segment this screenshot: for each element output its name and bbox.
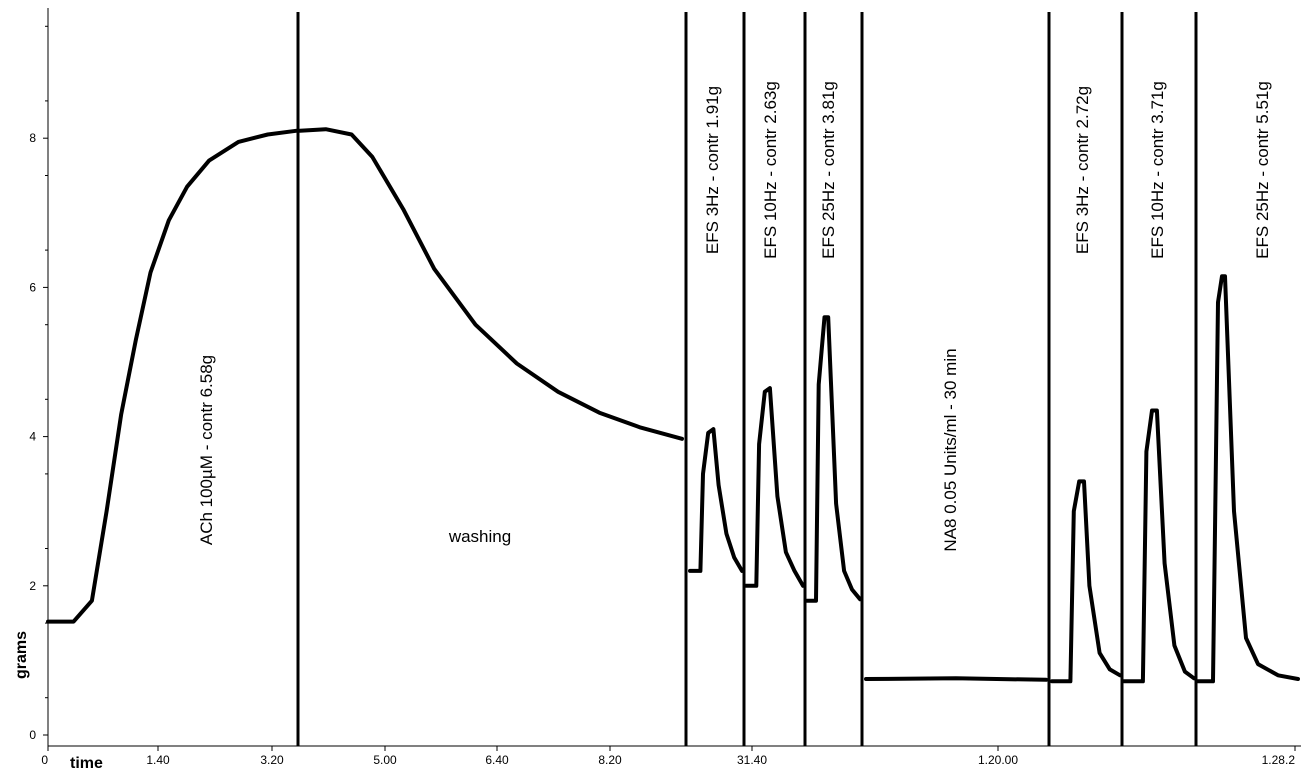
trace-segment-8 [1122,408,1196,684]
x-tick-label: 8.20 [598,753,622,767]
trace-segment-6 [864,676,1048,682]
trace-segment-3 [688,427,744,573]
x-axis-title: time [70,755,103,770]
y-tick-label: 0 [29,728,36,742]
y-tick-label: 2 [29,579,36,593]
trace-segment-5 [805,315,862,603]
trace-segment-1 [46,128,299,624]
trace-segment-2 [298,127,684,441]
segment-annotation: EFS 10Hz - contr 3.71g [1148,81,1167,259]
segment-annotation: ACh 100µM - contr 6.58g [197,355,216,545]
segment-annotation: washing [448,527,511,546]
trace-segment-7 [1050,479,1122,684]
x-tick-label: 5.00 [373,753,397,767]
y-axis-title: grams [13,631,30,679]
x-tick-label: 1.40 [146,753,170,767]
y-tick-label: 8 [29,131,36,145]
trace-segment-4 [744,386,805,588]
trace-segment-9 [1196,274,1300,684]
segment-annotation: EFS 25Hz - contr 5.51g [1253,81,1272,259]
x-tick-label: 1.28.2 [1262,753,1296,767]
y-tick-label: 6 [29,280,36,294]
segment-annotation: EFS 25Hz - contr 3.81g [819,81,838,259]
x-tick-label: 31.40 [737,753,767,767]
x-tick-label: 3.20 [260,753,284,767]
y-tick-label: 4 [29,430,36,444]
x-tick-label: 6.40 [485,753,509,767]
x-tick-label: 1.20.00 [978,753,1018,767]
segment-annotation: EFS 10Hz - contr 2.63g [761,81,780,259]
x-tick-label: 0 [41,753,48,767]
segment-annotation: EFS 3Hz - contr 2.72g [1073,86,1092,254]
segment-annotation: NA8 0.05 Units/ml - 30 min [941,348,960,551]
segment-annotation: EFS 3Hz - contr 1.91g [703,86,722,254]
